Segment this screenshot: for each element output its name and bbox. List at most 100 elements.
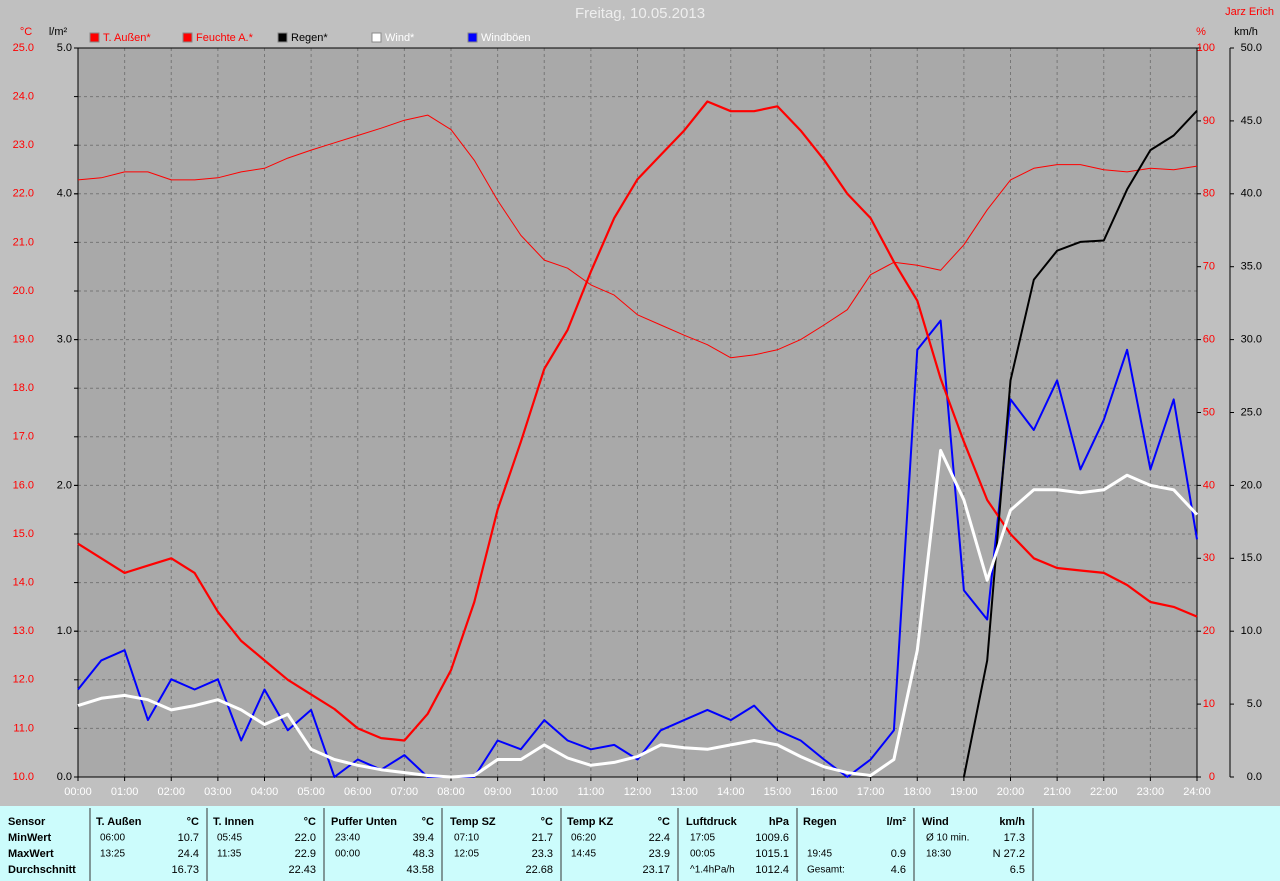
y-tick-label: 3.0 [57,334,72,346]
x-tick-label: 17:00 [857,786,885,798]
plot: 00:00 01:00 02:00 03:00 04:00 05:00 06:00 07:00… [13,32,1262,798]
y-tick-label: 45.0 [1241,115,1262,127]
x-tick-label: 14:00 [717,786,745,798]
y-tick-label: 18.0 [13,382,34,394]
y-tick-label: 5.0 [57,42,72,54]
cell-value: 4.6 [891,864,906,876]
cell-value: 22.68 [525,864,553,876]
legend-label: Wind* [385,32,415,44]
y-tick-label: 100 [1197,42,1215,54]
x-tick-label: 01:00 [111,786,139,798]
cell-time: 18:30 [926,849,951,860]
y-tick-label: 35.0 [1241,261,1262,273]
block-name: Regen [803,816,837,828]
legend-swatch [89,32,100,43]
cell-value: 1009.6 [755,832,789,844]
block-name: Temp KZ [567,816,614,828]
row-label: Sensor [8,816,46,828]
x-tick-label: 02:00 [157,786,185,798]
cell-value: 22.4 [649,832,670,844]
cell-value: 23.3 [532,848,553,860]
block-unit: °C [304,816,316,828]
y-tick-label: 5.0 [1247,698,1262,710]
y-tick-label: 40.0 [1241,188,1262,200]
y-tick-label: 10.0 [1241,625,1262,637]
x-tick-label: 22:00 [1090,786,1118,798]
y-tick-label: 15.0 [1241,552,1262,564]
cell-value: 22.43 [288,864,316,876]
cell-value: 39.4 [413,832,434,844]
y-tick-label: 22.0 [13,188,34,200]
block-unit: hPa [769,816,790,828]
cell-value: 48.3 [413,848,434,860]
y-tick-label: 15.0 [13,528,34,540]
y-tick-label: 0.0 [57,771,72,783]
y-tick-label: 30.0 [1241,334,1262,346]
y-tick-label: 60 [1203,334,1215,346]
x-tick-label: 20:00 [997,786,1025,798]
block-name: Luftdruck [686,816,738,828]
row-label: MinWert [8,832,52,844]
y-tick-label: 10 [1203,698,1215,710]
series-line [962,110,1198,778]
y-tick-label: 70 [1203,261,1215,273]
y4-axis-unit: km/h [1234,26,1258,38]
cell-value: 1015.1 [755,848,789,860]
cell-time: 17:05 [690,833,715,844]
x-tick-label: 21:00 [1043,786,1071,798]
cell-time: Ø 10 min. [926,833,969,844]
y-axis-unit: °C [20,26,32,38]
legend-label: Regen* [291,32,328,44]
x-tick-label: 13:00 [670,786,698,798]
block-name: Temp SZ [450,816,496,828]
y-tick-label: 20 [1203,625,1215,637]
y-tick-label: 25.0 [13,42,34,54]
x-tick-label: 03:00 [204,786,232,798]
y-tick-label: 14.0 [13,577,34,589]
cell-value: 22.0 [295,832,316,844]
cell-value: 10.7 [178,832,199,844]
cell-value: N 27.2 [993,848,1025,860]
y-tick-label: 0.0 [1247,771,1262,783]
cell-value: 23.17 [642,864,670,876]
legend-swatch [371,32,382,43]
y3-axis-unit: l/m² [49,26,68,38]
x-tick-label: 05:00 [297,786,325,798]
legend-label: Windböen [481,32,531,44]
cell-value: 6.5 [1010,864,1025,876]
x-tick-label: 00:00 [64,786,92,798]
x-tick-label: 07:00 [391,786,419,798]
series-line [77,448,1199,779]
block-name: T. Innen [213,816,254,828]
row-label: MaxWert [8,848,54,860]
cell-time: 13:25 [100,849,125,860]
block-unit: °C [422,816,434,828]
row-label: Durchschnitt [8,864,76,876]
y-tick-label: 10.0 [13,771,34,783]
cell-time: 23:40 [335,833,360,844]
legend-label: Feuchte A.* [196,32,254,44]
cell-time: 12:05 [454,849,479,860]
y-tick-label: 19.0 [13,334,34,346]
x-tick-label: 09:00 [484,786,512,798]
summary-table: Sensor MinWert MaxWert Durchschnitt T. Außen… [8,808,1034,881]
cell-time: 00:05 [690,849,715,860]
chart-title: Freitag, 10.05.2013 [575,5,705,22]
cell-value: 22.9 [295,848,316,860]
block-unit: °C [187,816,199,828]
x-tick-label: 15:00 [764,786,792,798]
y-tick-label: 50 [1203,406,1215,418]
cell-value: 16.73 [171,864,199,876]
block-unit: km/h [999,816,1025,828]
cell-time: 05:45 [217,833,242,844]
y-tick-label: 1.0 [57,625,72,637]
y-tick-label: 30 [1203,552,1215,564]
series-line [77,100,1198,742]
x-tick-label: 10:00 [530,786,558,798]
y-tick-label: 20.0 [1241,479,1262,491]
y-tick-label: 80 [1203,188,1215,200]
cell-value: 21.7 [532,832,553,844]
y-tick-label: 24.0 [13,91,34,103]
block-unit: l/m² [886,816,906,828]
